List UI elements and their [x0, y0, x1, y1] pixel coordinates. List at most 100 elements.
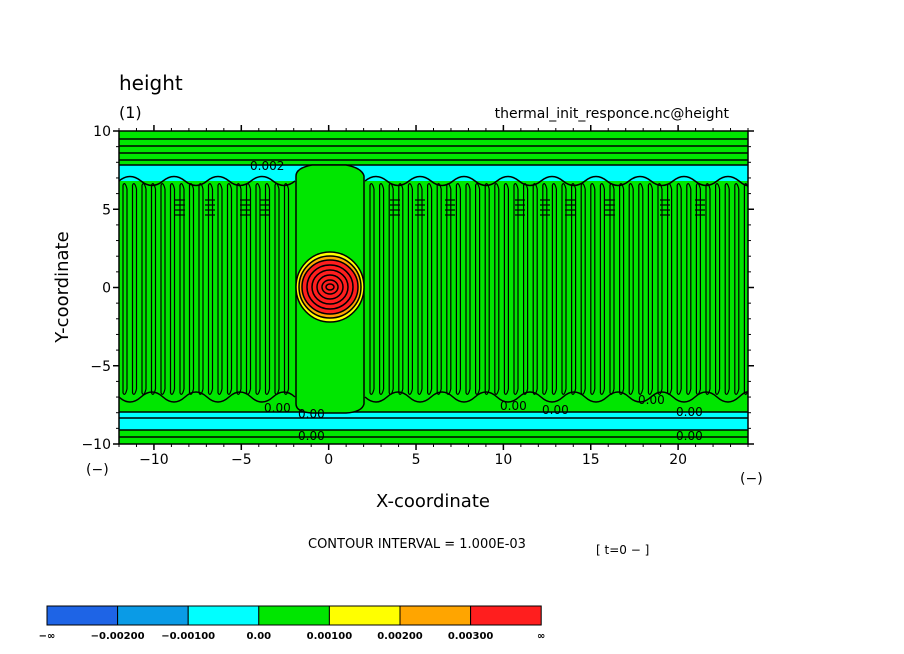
stripe-cap	[657, 183, 663, 395]
chart-title: height	[119, 71, 183, 95]
stripe-cap	[283, 183, 290, 395]
field-main	[119, 181, 748, 397]
colorbar-swatch	[187, 605, 260, 626]
stripe-cap	[503, 183, 509, 395]
stripe-contour	[715, 185, 721, 393]
contour-label: 0.002	[250, 159, 284, 173]
stripe-cap	[131, 183, 138, 395]
ring-inner-5	[325, 283, 335, 291]
x-tick-label: 5	[412, 452, 421, 468]
stripe-contour	[676, 185, 682, 393]
stripe-contour	[484, 185, 490, 393]
y-tick-label: 5	[102, 202, 111, 218]
time-text: [ t=0 − ]	[596, 543, 649, 557]
stripe-contour	[379, 185, 385, 393]
colorbar-swatch	[46, 605, 119, 626]
ring-inner-4	[321, 279, 339, 295]
x-tick-label: 20	[669, 452, 687, 468]
stripe-contour	[131, 185, 138, 393]
colorbar: −∞ −0.00200 −0.00100 0.00 0.00100 0.00200 0.00…	[39, 605, 545, 642]
stripe-contour	[417, 185, 423, 393]
contour-label: 0.00	[676, 429, 703, 443]
stripe-cap	[417, 183, 423, 395]
stripe-cap	[169, 183, 176, 395]
stripe-cap	[369, 183, 375, 395]
colorbar-label: 0.00300	[448, 631, 494, 642]
stripe-contour	[198, 185, 204, 393]
ring-inner-1	[306, 264, 354, 310]
stripe-contour	[274, 185, 280, 393]
stripe-contour	[160, 185, 166, 393]
contour-label: 0.00	[542, 403, 569, 417]
y-unit-label: (−)	[740, 471, 763, 487]
stripe-contour	[571, 185, 577, 393]
stripe-contour	[561, 185, 567, 393]
stripe-contour	[686, 185, 692, 393]
wavy-edge-top	[119, 175, 748, 187]
contour-labels: 0.002 0.00 0.00 0.00 0.00 0.00 0.00 0.00…	[250, 159, 703, 443]
stripe-contour	[590, 185, 596, 393]
stripe-cap	[160, 183, 166, 395]
wavy-edge-bottom	[119, 391, 748, 403]
stripe-cap	[150, 183, 157, 395]
stripe-cap	[676, 183, 682, 395]
stripe-cap	[407, 183, 413, 395]
x-axis: −10 −5 0 5 10 15 20	[118, 125, 749, 468]
contour-label: 0.00	[298, 407, 325, 421]
stripe-contour	[283, 185, 290, 393]
stripe-contour	[122, 185, 128, 393]
colorbar-label: 0.00100	[307, 631, 353, 642]
colorbar-label: −0.00200	[91, 631, 145, 642]
stripe-contour	[503, 185, 509, 393]
stripe-cap	[475, 183, 481, 395]
stripe-contour	[236, 185, 242, 393]
stripe-cap	[532, 183, 538, 395]
stripe-cap	[724, 183, 730, 395]
stripe-contour	[217, 185, 223, 393]
stripe-contours	[122, 183, 748, 395]
y-tick-label: −5	[90, 359, 111, 375]
stripe-cap	[388, 183, 394, 395]
stripe-cap	[609, 183, 615, 395]
stripe-cap	[705, 183, 711, 395]
stripe-cap	[379, 183, 385, 395]
stripe-contour	[207, 185, 214, 393]
stripe-cap	[695, 183, 701, 395]
source-label: thermal_init_responce.nc@height	[495, 106, 730, 122]
stripe-cap	[264, 183, 271, 395]
stripe-contour	[427, 185, 433, 393]
x-tick-label: 10	[494, 452, 512, 468]
stripe-cap	[628, 183, 634, 395]
contour-label: 0.00	[500, 399, 527, 413]
stripe-contour	[455, 185, 461, 393]
stripe-contour	[667, 185, 673, 393]
stripe-contour	[523, 185, 529, 393]
y-axis-label: Y-coordinate	[52, 231, 73, 343]
x-tick-label: 0	[324, 452, 333, 468]
stripe-cap	[465, 183, 471, 395]
stripe-contour	[551, 185, 557, 393]
ring-inner-2	[311, 269, 349, 305]
stripe-cap	[599, 183, 605, 395]
stripe-contour	[580, 185, 586, 393]
stripe-cap	[217, 183, 223, 395]
anomaly-rings	[295, 251, 365, 323]
stripe-cap	[561, 183, 567, 395]
stripe-contour	[188, 185, 195, 393]
colorbar-swatch	[117, 605, 189, 626]
stripe-cap	[455, 183, 461, 395]
stripe-cap	[667, 183, 673, 395]
stripe-contour	[657, 185, 663, 393]
stripe-contour	[619, 185, 625, 393]
stripe-contour	[179, 185, 185, 393]
stripe-cap	[255, 183, 261, 395]
stripe-cap	[647, 183, 653, 395]
y-tick-label: 0	[102, 281, 111, 297]
stripe-cap	[523, 183, 529, 395]
stripe-cap	[179, 183, 185, 395]
stripe-contour	[465, 185, 471, 393]
stripe-contour	[407, 185, 413, 393]
stripe-cap	[198, 183, 204, 395]
colorbar-swatch	[399, 605, 472, 626]
